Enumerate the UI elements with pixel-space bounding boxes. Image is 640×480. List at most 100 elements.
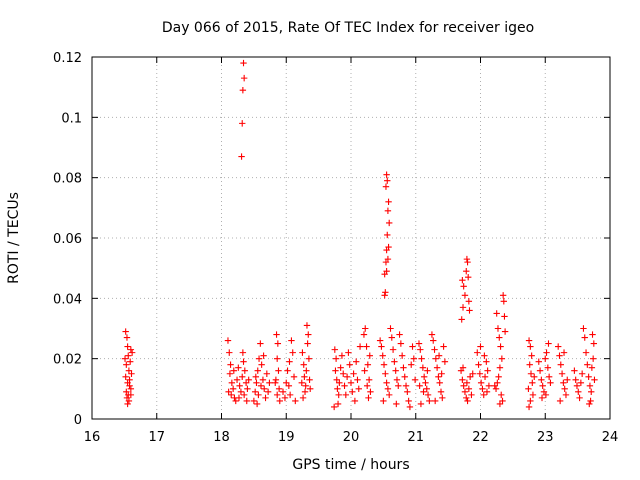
data-point bbox=[126, 382, 133, 390]
y-tick-label: 0.08 bbox=[53, 172, 82, 187]
data-point bbox=[585, 373, 592, 380]
data-point bbox=[526, 361, 533, 368]
data-point bbox=[346, 361, 353, 368]
data-point bbox=[436, 379, 443, 386]
data-point bbox=[264, 388, 272, 396]
data-point bbox=[361, 367, 368, 374]
data-point bbox=[383, 379, 390, 386]
data-point bbox=[239, 120, 246, 127]
data-point bbox=[392, 367, 399, 374]
data-point bbox=[402, 382, 410, 390]
data-point bbox=[124, 343, 131, 350]
data-point bbox=[461, 388, 469, 396]
data-point bbox=[240, 59, 247, 67]
data-point bbox=[465, 385, 473, 393]
data-point bbox=[584, 361, 591, 368]
data-point bbox=[125, 397, 133, 405]
data-point bbox=[345, 349, 352, 356]
data-point bbox=[240, 74, 248, 82]
data-point bbox=[525, 403, 533, 411]
x-axis-label: GPS time / hours bbox=[292, 457, 409, 473]
data-point bbox=[332, 367, 339, 374]
data-point bbox=[419, 364, 427, 371]
data-point bbox=[409, 343, 416, 350]
data-point bbox=[571, 367, 578, 374]
data-point bbox=[496, 334, 503, 341]
data-point bbox=[331, 346, 339, 353]
data-point bbox=[227, 361, 234, 368]
data-point bbox=[590, 340, 598, 347]
data-point bbox=[342, 391, 350, 399]
data-point bbox=[126, 376, 133, 383]
data-point bbox=[273, 331, 280, 338]
data-point bbox=[255, 391, 262, 399]
data-point bbox=[556, 397, 564, 405]
data-point bbox=[244, 385, 251, 393]
data-point bbox=[586, 400, 593, 408]
data-point bbox=[545, 340, 552, 347]
y-axis-label: ROTI / TECUs bbox=[6, 192, 22, 284]
data-point bbox=[284, 367, 291, 374]
data-point bbox=[335, 391, 342, 399]
data-point bbox=[304, 340, 311, 347]
data-point bbox=[240, 391, 248, 399]
data-point bbox=[384, 231, 391, 239]
data-point bbox=[127, 385, 135, 393]
data-point bbox=[235, 364, 242, 371]
data-point bbox=[484, 367, 491, 374]
data-point bbox=[352, 358, 360, 365]
data-point bbox=[527, 397, 534, 405]
data-point bbox=[527, 370, 535, 377]
data-point bbox=[468, 391, 475, 399]
data-point bbox=[363, 382, 371, 390]
data-point bbox=[422, 379, 429, 386]
x-tick-label: 21 bbox=[407, 430, 424, 445]
data-point bbox=[273, 355, 281, 362]
data-point bbox=[433, 364, 441, 371]
data-point bbox=[122, 373, 129, 380]
data-point bbox=[239, 373, 246, 380]
data-point bbox=[401, 373, 408, 380]
x-tick-label: 18 bbox=[213, 430, 230, 445]
data-point bbox=[542, 355, 549, 362]
data-point bbox=[577, 379, 585, 386]
data-point bbox=[531, 373, 538, 380]
data-point bbox=[477, 379, 485, 386]
x-tick-label: 23 bbox=[537, 430, 554, 445]
data-point bbox=[378, 343, 385, 350]
data-point bbox=[299, 394, 307, 402]
data-point bbox=[253, 400, 261, 408]
data-point bbox=[501, 313, 508, 320]
data-point bbox=[525, 337, 533, 344]
data-point bbox=[128, 370, 135, 377]
data-point bbox=[389, 346, 397, 353]
data-point bbox=[226, 370, 234, 377]
data-point bbox=[360, 331, 368, 338]
data-point bbox=[275, 385, 283, 393]
data-point bbox=[250, 397, 258, 405]
data-point bbox=[272, 379, 279, 386]
y-tick-label: 0 bbox=[74, 413, 82, 428]
data-point bbox=[428, 331, 436, 338]
data-point bbox=[385, 198, 392, 205]
data-point bbox=[381, 292, 388, 299]
data-point bbox=[586, 382, 594, 390]
data-point bbox=[334, 385, 341, 393]
data-point bbox=[303, 322, 311, 329]
y-tick-label: 0.12 bbox=[53, 51, 82, 66]
data-point bbox=[260, 352, 267, 359]
data-point bbox=[258, 361, 265, 368]
data-point bbox=[228, 379, 236, 386]
axes: 16 17 18 19 20 21 22 23 24 0 0.02 0.04 0.06 0.08 0.1 0.… bbox=[53, 51, 618, 445]
data-point bbox=[463, 255, 471, 263]
data-point bbox=[383, 171, 390, 178]
data-point bbox=[459, 277, 466, 284]
data-point bbox=[501, 328, 509, 335]
data-point bbox=[127, 346, 135, 353]
x-tick-label: 19 bbox=[278, 430, 295, 445]
data-point bbox=[591, 376, 598, 383]
data-point bbox=[587, 397, 594, 405]
data-point bbox=[496, 364, 504, 371]
data-point bbox=[561, 385, 568, 393]
data-point bbox=[404, 388, 411, 396]
